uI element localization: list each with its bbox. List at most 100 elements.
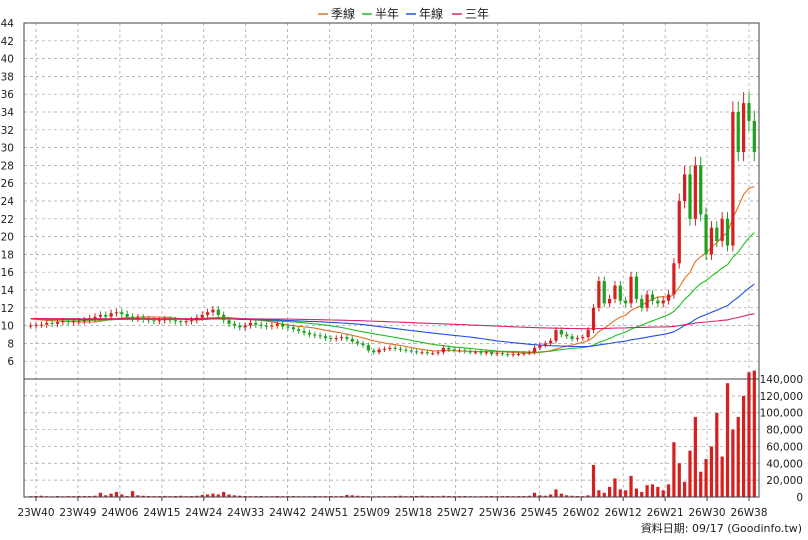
candle-body bbox=[200, 314, 204, 318]
volume-bar bbox=[709, 446, 714, 497]
volume-bar bbox=[441, 495, 446, 497]
candle-body bbox=[565, 334, 569, 337]
volume-bar bbox=[677, 463, 681, 497]
price-axis: 6 8 10 12 14 16 18 20 22 24 26 28 30 32 34 36 38 40 42 44 bbox=[1, 18, 15, 368]
volume-tick-label: 40,000 bbox=[766, 458, 803, 470]
volume-bar bbox=[554, 489, 558, 497]
candle-body bbox=[313, 334, 317, 336]
candle-body bbox=[45, 322, 49, 325]
price-tick-label: 14 bbox=[1, 285, 15, 297]
candle-body bbox=[356, 341, 360, 344]
candle-body bbox=[484, 352, 488, 354]
volume-tick-label: 100,000 bbox=[760, 408, 803, 420]
candle-body bbox=[55, 322, 60, 324]
candle-body bbox=[725, 218, 730, 246]
volume-bar bbox=[393, 495, 397, 497]
volume-bar bbox=[693, 416, 697, 497]
price-tick-label: 22 bbox=[1, 214, 14, 226]
candle-body bbox=[93, 316, 97, 319]
x-tick-label: 24W15 bbox=[143, 507, 180, 519]
candle-body bbox=[441, 347, 446, 353]
candle-body bbox=[404, 349, 408, 351]
volume-bar bbox=[200, 494, 204, 497]
volume-bar bbox=[666, 484, 671, 497]
volume-bar bbox=[688, 450, 692, 497]
candle-body bbox=[222, 314, 226, 321]
price-tick-label: 34 bbox=[1, 107, 15, 119]
candle-body bbox=[672, 263, 676, 295]
candle-body bbox=[575, 338, 580, 340]
candle-body bbox=[618, 285, 622, 301]
candle-body bbox=[624, 300, 628, 304]
legend-label: 三年 bbox=[465, 7, 489, 21]
volume-bar bbox=[527, 495, 531, 497]
volume-bar bbox=[741, 395, 746, 497]
candle-body bbox=[281, 323, 285, 327]
volume-bar bbox=[607, 486, 612, 497]
candle-body bbox=[297, 329, 301, 331]
candle-body bbox=[656, 300, 660, 304]
volume-bar bbox=[104, 495, 108, 497]
volume-bar bbox=[629, 475, 633, 497]
candle-body bbox=[318, 335, 322, 337]
candle-body bbox=[532, 347, 537, 353]
candle-body bbox=[516, 354, 521, 356]
volume-bar bbox=[329, 495, 333, 497]
candle-body bbox=[130, 316, 135, 319]
candle-body bbox=[270, 325, 274, 327]
price-tick-label: 40 bbox=[1, 54, 14, 66]
source-label: 資料日期: 09/17 (Goodinfo.tw) bbox=[641, 521, 802, 535]
volume-bar bbox=[39, 495, 44, 497]
x-tick-label: 25W27 bbox=[437, 507, 474, 519]
candle-body bbox=[543, 343, 547, 346]
ma-line bbox=[30, 186, 755, 354]
candle-body bbox=[506, 354, 510, 356]
volume-bar bbox=[490, 495, 494, 497]
volume-bar bbox=[82, 495, 86, 497]
candle-body bbox=[581, 337, 585, 339]
volume-bar bbox=[398, 495, 403, 497]
candle-body bbox=[704, 214, 708, 255]
volume-bar bbox=[704, 459, 708, 497]
candle-body bbox=[382, 348, 387, 350]
volume-bar bbox=[506, 495, 510, 497]
volume-bar bbox=[205, 494, 210, 497]
candle-body bbox=[500, 353, 504, 355]
candle-body bbox=[323, 336, 328, 339]
volume-bar bbox=[243, 495, 247, 497]
candle-body bbox=[586, 330, 590, 338]
candle-body bbox=[339, 337, 344, 339]
candle-body bbox=[189, 320, 194, 322]
candle-body bbox=[168, 319, 172, 321]
price-tick-label: 42 bbox=[1, 36, 14, 48]
price-tick-label: 18 bbox=[1, 249, 14, 261]
candle-body bbox=[613, 285, 617, 299]
candle-body bbox=[457, 350, 462, 352]
ma-line bbox=[30, 232, 755, 353]
candle-body bbox=[334, 338, 338, 340]
candle-body bbox=[409, 350, 413, 352]
x-tick-label: 24W42 bbox=[269, 507, 306, 519]
volume-bar bbox=[55, 495, 60, 497]
volume-bar bbox=[238, 495, 242, 497]
candle-body bbox=[216, 309, 220, 315]
x-tick-label: 25W36 bbox=[479, 507, 516, 519]
x-tick-label: 25W18 bbox=[395, 507, 432, 519]
volume-bar bbox=[656, 486, 660, 497]
volume-bar bbox=[114, 491, 119, 497]
candle-body bbox=[420, 352, 424, 354]
candle-body bbox=[452, 349, 456, 351]
grid bbox=[24, 22, 759, 497]
candle-body bbox=[114, 312, 119, 314]
volume-bar bbox=[661, 490, 665, 497]
candle-body bbox=[683, 174, 687, 201]
volume-bar bbox=[420, 495, 424, 497]
price-tick-label: 28 bbox=[1, 160, 14, 172]
candle-body bbox=[645, 294, 649, 308]
volume-bar bbox=[227, 494, 231, 497]
candle-body bbox=[720, 218, 724, 242]
volume-bar bbox=[640, 491, 644, 497]
volume-bar bbox=[624, 490, 628, 497]
candle-body bbox=[275, 323, 279, 326]
